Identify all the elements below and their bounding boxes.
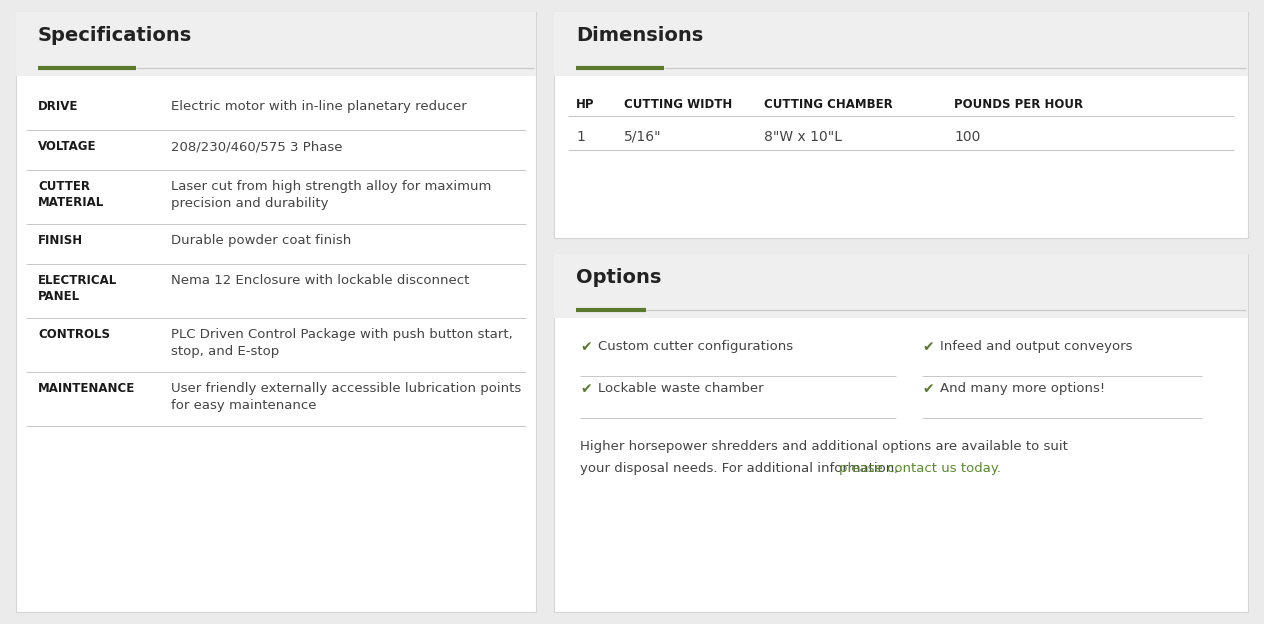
Bar <box>16 12 536 612</box>
Bar <box>554 254 1248 612</box>
Text: Options: Options <box>576 268 661 287</box>
Text: 1: 1 <box>576 130 585 144</box>
Bar <box>554 254 1248 318</box>
Text: And many more options!: And many more options! <box>940 382 1105 395</box>
Text: MAINTENANCE: MAINTENANCE <box>38 382 135 395</box>
Text: Infeed and output conveyors: Infeed and output conveyors <box>940 340 1133 353</box>
Text: 8"W x 10"L: 8"W x 10"L <box>763 130 842 144</box>
Text: 208/230/460/575 3 Phase: 208/230/460/575 3 Phase <box>171 140 343 153</box>
Bar <box>16 12 536 76</box>
Text: CUTTING CHAMBER: CUTTING CHAMBER <box>763 98 892 111</box>
Text: DRIVE: DRIVE <box>38 100 78 113</box>
Text: Higher horsepower shredders and additional options are available to suit: Higher horsepower shredders and addition… <box>580 440 1068 453</box>
Text: 100: 100 <box>954 130 981 144</box>
Text: POUNDS PER HOUR: POUNDS PER HOUR <box>954 98 1083 111</box>
Text: 5/16": 5/16" <box>624 130 661 144</box>
Text: Dimensions: Dimensions <box>576 26 703 45</box>
Text: ✔: ✔ <box>921 340 934 354</box>
Bar <box>554 12 1248 76</box>
Text: CUTTING WIDTH: CUTTING WIDTH <box>624 98 732 111</box>
Text: FINISH: FINISH <box>38 234 83 247</box>
Text: CONTROLS: CONTROLS <box>38 328 110 341</box>
Text: Durable powder coat finish: Durable powder coat finish <box>171 234 351 247</box>
Text: please contact us today.: please contact us today. <box>839 462 1001 475</box>
Text: Custom cutter configurations: Custom cutter configurations <box>598 340 793 353</box>
Text: Electric motor with in-line planetary reducer: Electric motor with in-line planetary re… <box>171 100 466 113</box>
Text: ELECTRICAL
PANEL: ELECTRICAL PANEL <box>38 274 118 303</box>
Text: ✔: ✔ <box>580 382 592 396</box>
Text: PLC Driven Control Package with push button start,
stop, and E-stop: PLC Driven Control Package with push but… <box>171 328 513 359</box>
Text: User friendly externally accessible lubrication points
for easy maintenance: User friendly externally accessible lubr… <box>171 382 521 412</box>
Text: Specifications: Specifications <box>38 26 192 45</box>
Text: VOLTAGE: VOLTAGE <box>38 140 96 153</box>
Text: Laser cut from high strength alloy for maximum
precision and durability: Laser cut from high strength alloy for m… <box>171 180 492 210</box>
Bar <box>554 12 1248 238</box>
Text: Nema 12 Enclosure with lockable disconnect: Nema 12 Enclosure with lockable disconne… <box>171 274 469 287</box>
Text: HP: HP <box>576 98 594 111</box>
Text: ✔: ✔ <box>921 382 934 396</box>
Text: Lockable waste chamber: Lockable waste chamber <box>598 382 763 395</box>
Text: ✔: ✔ <box>580 340 592 354</box>
Text: CUTTER
MATERIAL: CUTTER MATERIAL <box>38 180 104 210</box>
Text: your disposal needs. For additional information,: your disposal needs. For additional info… <box>580 462 902 475</box>
